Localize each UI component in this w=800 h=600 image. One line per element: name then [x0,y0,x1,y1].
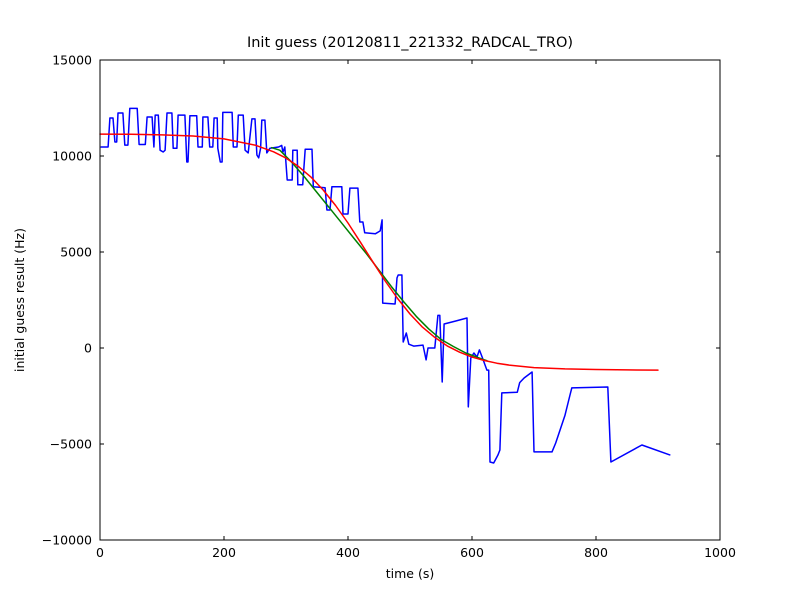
y-tick-label: 15000 [52,53,92,68]
series-transition-fit [270,146,488,362]
series-sigmoid-fit [99,133,659,371]
plot-area: 0 200 400 600 800 1000 −10000 −5000 0 5000 10000 15… [42,53,736,561]
y-tick-label: 10000 [52,149,92,164]
chart-title: Init guess (20120811_221332_RADCAL_TRO) [247,35,573,51]
x-tick-label: 1000 [704,545,736,560]
series-raw-initial-guess [100,107,671,464]
x-tick-label: 600 [460,545,484,560]
y-tick-label: 5000 [60,245,92,260]
x-axis-label: time (s) [386,566,434,581]
x-tick-label: 200 [212,545,236,560]
y-tick-label: −5000 [50,437,92,452]
y-axis-label: initial guess result (Hz) [12,228,27,372]
y-tick-label: 0 [84,341,92,356]
axes-frame [99,59,721,541]
y-tick-label: −10000 [42,533,92,548]
x-tick-label: 0 [96,545,104,560]
x-tick-label: 800 [584,545,608,560]
x-tick-label: 400 [336,545,360,560]
